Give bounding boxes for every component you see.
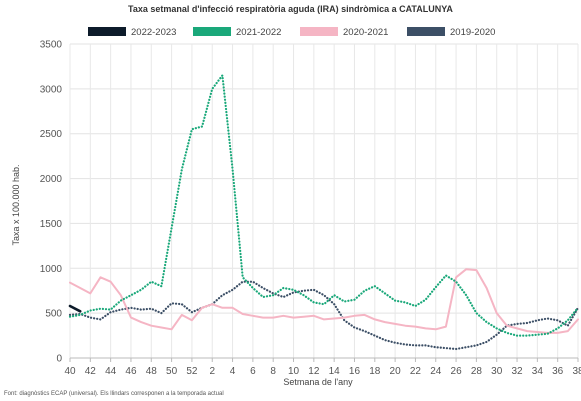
series-2021-2022 — [68, 74, 580, 337]
x-tick-label: 38 — [572, 366, 581, 377]
legend-label: 2019-2020 — [450, 27, 495, 38]
x-tick-label: 6 — [250, 366, 256, 377]
x-tick-label: 40 — [64, 366, 76, 377]
x-tick-label: 52 — [186, 366, 198, 377]
y-tick-label: 1500 — [40, 219, 63, 230]
x-tick-label: 48 — [146, 366, 158, 377]
x-tick-label: 50 — [166, 366, 178, 377]
series-line — [68, 304, 82, 313]
x-tick-label: 16 — [349, 366, 361, 377]
x-tick-label: 4 — [230, 366, 236, 377]
series-2022-2023 — [68, 304, 82, 313]
x-tick-label: 22 — [410, 366, 422, 377]
legend-swatch — [88, 27, 126, 36]
y-tick-label: 2500 — [40, 129, 63, 140]
series-2020-2021 — [69, 268, 579, 334]
series-2019-2020 — [68, 280, 580, 351]
legend-item[interactable]: 2020-2021 — [300, 27, 388, 38]
series-group — [68, 74, 580, 351]
legend-label: 2022-2023 — [131, 27, 176, 38]
x-tick-label: 12 — [308, 366, 320, 377]
legend-item[interactable]: 2022-2023 — [88, 27, 176, 38]
series-line — [69, 268, 579, 334]
x-tick-label: 46 — [125, 366, 137, 377]
chart-title: Taxa setmanal d'infecció respiratòria ag… — [128, 4, 453, 14]
x-tick-label: 36 — [552, 366, 564, 377]
x-tick-label: 34 — [532, 366, 544, 377]
x-tick-label: 20 — [390, 366, 402, 377]
legend-label: 2020-2021 — [343, 27, 388, 38]
y-tick-label: 2000 — [40, 174, 63, 185]
x-tick-label: 18 — [369, 366, 381, 377]
y-tick-label: 1000 — [40, 264, 63, 275]
x-tick-label: 10 — [288, 366, 300, 377]
y-axis-label: Taxa x 100.000 hab. — [11, 164, 21, 245]
legend-item[interactable]: 2019-2020 — [407, 27, 495, 38]
x-axis-label: Setmana de l'any — [283, 377, 353, 387]
legend-label: 2021-2022 — [236, 27, 281, 38]
x-tick-label: 32 — [511, 366, 523, 377]
y-tick-label: 3500 — [40, 40, 63, 51]
y-axis: 0 500 1000 1500 2000 2500 3000 3500 — [40, 40, 63, 365]
x-tick-label: 2 — [209, 366, 215, 377]
x-tick-label: 44 — [105, 366, 117, 377]
y-tick-label: 3000 — [40, 84, 63, 95]
x-tick-label: 8 — [270, 366, 276, 377]
x-tick-label: 24 — [430, 366, 442, 377]
x-tick-label: 42 — [85, 366, 97, 377]
legend-swatch — [300, 27, 338, 36]
grid — [69, 43, 579, 359]
x-tick-label: 14 — [329, 366, 341, 377]
series-line — [68, 74, 580, 337]
legend-item[interactable]: 2021-2022 — [193, 27, 281, 38]
x-tick-label: 30 — [491, 366, 503, 377]
x-tick-label: 28 — [471, 366, 483, 377]
y-tick-label: 500 — [45, 309, 62, 320]
x-tick-label: 26 — [451, 366, 463, 377]
x-axis: 40 42 44 46 48 50 52 2 4 6 8 10 12 14 16 18 20 22 24 26 28 30… — [64, 357, 581, 377]
legend[interactable]: 2022-2023 2021-2022 2020-2021 2019-2020 — [88, 27, 495, 38]
legend-swatch — [407, 27, 445, 36]
series-line — [68, 280, 580, 351]
y-tick-label: 0 — [56, 354, 62, 365]
footnote: Font: diagnòstics ECAP (universal). Els … — [4, 391, 224, 397]
legend-swatch — [193, 27, 231, 36]
